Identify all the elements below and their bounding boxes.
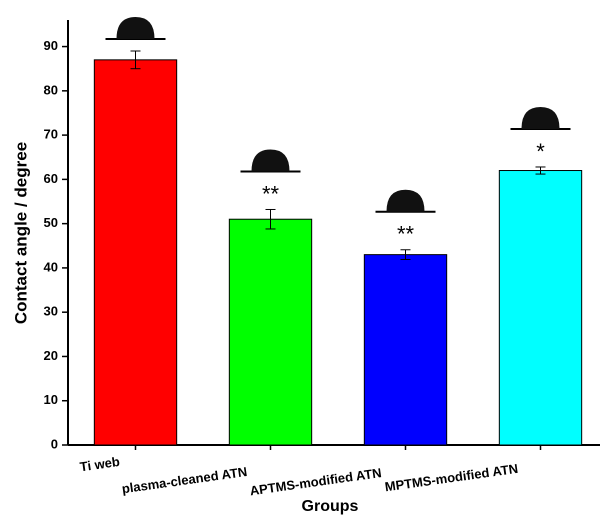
y-tick-label: 20 — [44, 348, 58, 363]
significance-label: ** — [262, 181, 280, 206]
y-tick-label: 40 — [44, 259, 58, 274]
bar — [94, 60, 176, 445]
y-axis-label: Contact angle / degree — [11, 142, 30, 324]
droplet — [522, 107, 560, 129]
bar — [364, 255, 446, 445]
droplet — [387, 190, 425, 212]
y-tick-label: 90 — [44, 38, 58, 53]
significance-label: * — [536, 139, 545, 164]
x-tick-label: MPTMS-modified ATN — [384, 461, 519, 495]
y-tick-label: 30 — [44, 304, 58, 319]
significance-label: ** — [397, 222, 415, 247]
y-tick-label: 80 — [44, 82, 58, 97]
y-tick-label: 10 — [44, 392, 58, 407]
x-axis-label: Groups — [302, 498, 359, 515]
chart: Contact angle / degree Groups 0 10 20 30 40 5… — [0, 0, 608, 516]
x-tick-label: plasma-cleaned ATN — [121, 464, 248, 496]
x-tick-label: APTMS-modified ATN — [249, 465, 383, 498]
x-tick-label: Ti web — [79, 454, 121, 474]
droplet — [252, 149, 290, 171]
droplet — [117, 17, 155, 39]
y-tick-label: 50 — [44, 215, 58, 230]
y-tick-label: 70 — [44, 127, 58, 142]
bar — [499, 171, 581, 445]
y-tick-label: 0 — [51, 436, 58, 451]
bar — [229, 219, 311, 445]
y-tick-label: 60 — [44, 171, 58, 186]
